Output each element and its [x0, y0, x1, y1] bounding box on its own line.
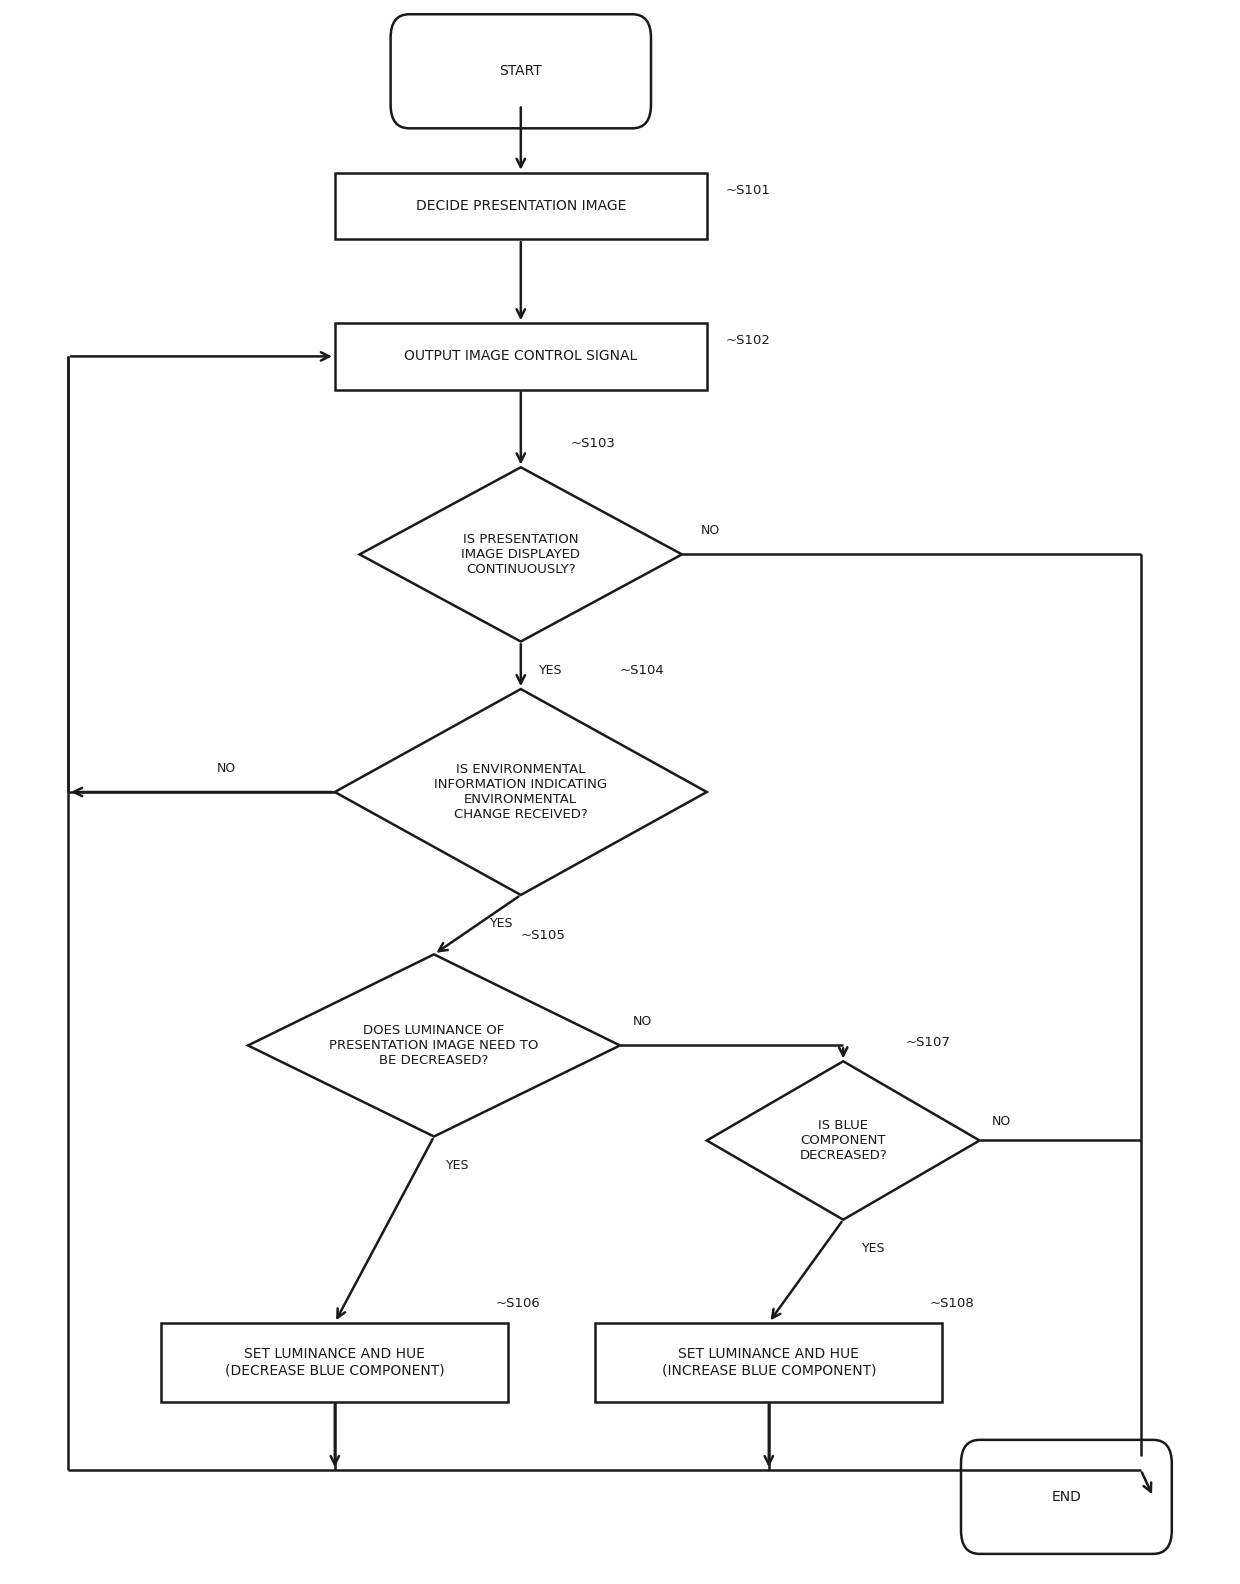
Text: YES: YES	[539, 664, 563, 676]
Polygon shape	[248, 954, 620, 1137]
Text: OUTPUT IMAGE CONTROL SIGNAL: OUTPUT IMAGE CONTROL SIGNAL	[404, 350, 637, 363]
FancyBboxPatch shape	[961, 1440, 1172, 1554]
Bar	[161, 1323, 508, 1402]
Text: YES: YES	[446, 1158, 470, 1172]
Bar	[335, 323, 707, 390]
Text: ~S103: ~S103	[570, 437, 615, 450]
Text: YES: YES	[862, 1242, 885, 1255]
Text: ~S102: ~S102	[725, 334, 770, 347]
Polygon shape	[707, 1061, 980, 1220]
Bar	[335, 173, 707, 239]
FancyBboxPatch shape	[391, 14, 651, 128]
Text: NO: NO	[701, 524, 720, 537]
Text: ~S101: ~S101	[725, 184, 770, 196]
Bar	[595, 1323, 942, 1402]
Text: DECIDE PRESENTATION IMAGE: DECIDE PRESENTATION IMAGE	[415, 200, 626, 212]
Text: ~S105: ~S105	[521, 928, 565, 942]
Text: SET LUMINANCE AND HUE
(INCREASE BLUE COMPONENT): SET LUMINANCE AND HUE (INCREASE BLUE COM…	[662, 1346, 875, 1378]
Polygon shape	[360, 467, 682, 642]
Text: IS ENVIRONMENTAL
INFORMATION INDICATING
ENVIRONMENTAL
CHANGE RECEIVED?: IS ENVIRONMENTAL INFORMATION INDICATING …	[434, 763, 608, 821]
Text: ~S107: ~S107	[905, 1036, 950, 1049]
Text: ~S104: ~S104	[620, 664, 665, 676]
Text: SET LUMINANCE AND HUE
(DECREASE BLUE COMPONENT): SET LUMINANCE AND HUE (DECREASE BLUE COM…	[224, 1346, 445, 1378]
Text: NO: NO	[217, 762, 237, 775]
Text: YES: YES	[490, 917, 513, 930]
Text: NO: NO	[992, 1115, 1012, 1128]
Text: IS BLUE
COMPONENT
DECREASED?: IS BLUE COMPONENT DECREASED?	[800, 1118, 887, 1163]
Text: END: END	[1052, 1491, 1081, 1503]
Polygon shape	[335, 689, 707, 895]
Text: DOES LUMINANCE OF
PRESENTATION IMAGE NEED TO
BE DECREASED?: DOES LUMINANCE OF PRESENTATION IMAGE NEE…	[330, 1023, 538, 1068]
Text: NO: NO	[632, 1015, 652, 1028]
Text: ~S106: ~S106	[496, 1297, 541, 1310]
Text: ~S108: ~S108	[930, 1297, 975, 1310]
Text: START: START	[500, 65, 542, 78]
Text: IS PRESENTATION
IMAGE DISPLAYED
CONTINUOUSLY?: IS PRESENTATION IMAGE DISPLAYED CONTINUO…	[461, 532, 580, 577]
